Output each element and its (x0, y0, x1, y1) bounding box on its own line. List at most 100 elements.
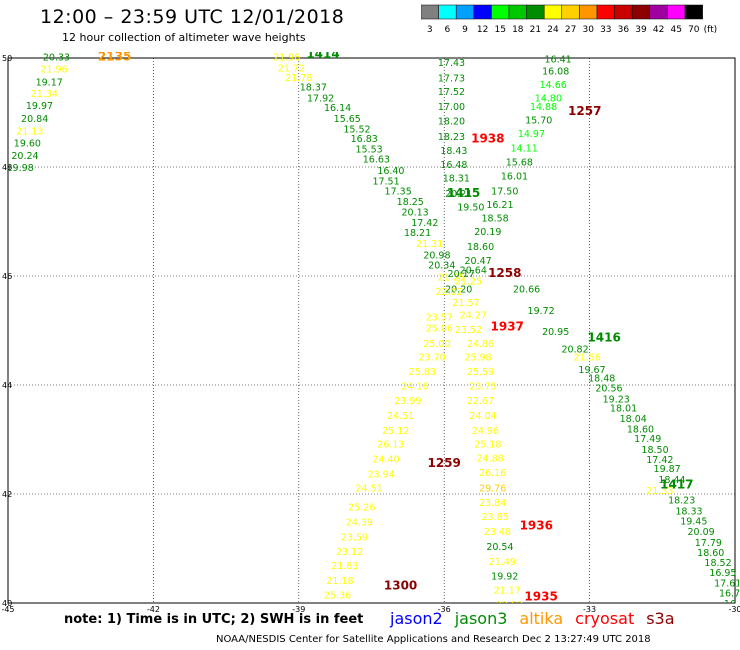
wave-height-label: 22.67 (467, 396, 494, 407)
wave-height-label: 22.02 (435, 287, 462, 298)
wave-height-label: 18.20 (438, 116, 465, 127)
wave-height-label: 18.52 (704, 558, 731, 569)
wave-height-label: 25.06 (426, 324, 453, 335)
wave-height-label: 17.73 (438, 73, 465, 84)
map-title: 12:00 – 23:59 UTC 12/01/2018 (40, 6, 345, 28)
colorbar-label: 36 (618, 25, 630, 34)
wave-height-label: 16.48 (440, 160, 467, 171)
y-tick-label: 44 (2, 381, 12, 390)
wave-height-label: 29.76 (479, 483, 506, 494)
wave-height-label: 16.01 (501, 172, 528, 183)
wave-height-label: 23.84 (479, 498, 506, 509)
wave-height-label: 21.33 (646, 486, 673, 497)
wave-height-label: 20.95 (542, 327, 569, 338)
wave-height-label: 20.33 (43, 53, 70, 64)
wave-height-label: 15.52 (343, 125, 370, 136)
x-tick-label: -45 (1, 605, 14, 614)
wave-height-label: 24.27 (460, 311, 487, 322)
pass-time-label: 1935 (524, 589, 557, 603)
wave-height-label: 17.49 (634, 434, 661, 445)
x-tick-label: -39 (292, 605, 305, 614)
wave-height-label: 24.51 (387, 411, 414, 422)
wave-height-label: 20.47 (465, 256, 492, 267)
wave-height-label: 16.21 (486, 200, 513, 211)
wave-height-label: 19.50 (457, 203, 484, 214)
map-subtitle: 12 hour collection of altimeter wave hei… (62, 31, 306, 44)
wave-height-label: 16.40 (377, 166, 404, 177)
wave-height-label: 18.31 (443, 174, 470, 185)
colorbar-label: 18 (512, 25, 524, 34)
wave-height-label: 16.63 (363, 155, 390, 166)
wave-height-label: 20.64 (460, 265, 487, 276)
wave-height-label: 16.70 (719, 588, 740, 599)
wave-height-label: 26.13 (377, 440, 404, 451)
wave-height-label: 21.25 (438, 272, 465, 283)
wave-height-label: 18.60 (627, 424, 654, 435)
pass-time-label: 1259 (427, 456, 460, 470)
wave-height-label: 23.59 (341, 532, 368, 543)
wave-height-label: 24.40 (372, 454, 399, 465)
credit-line: NOAA/NESDIS Center for Satellite Applica… (216, 634, 651, 645)
wave-height-label: 25.36 (324, 591, 351, 602)
pass-time-label: 1257 (568, 104, 601, 118)
wave-height-label: 17.35 (385, 186, 412, 197)
wave-height-label: 17.43 (438, 58, 465, 69)
color-legend: 3 6 9 12 15 18 21 24 27 30 33 36 39 42 45 70 (ft) (421, 4, 717, 34)
wave-height-label: 21.72 (278, 64, 305, 75)
pass-time-label: 1938 (471, 131, 504, 145)
wave-height-label: 23.48 (484, 527, 511, 538)
x-tick-label: -30 (728, 605, 740, 614)
colorbar-label: 27 (565, 25, 576, 34)
satellite-legend-item: altika (519, 609, 564, 628)
wave-height-label: 17.61 (714, 579, 740, 590)
y-tick-label: 50 (2, 54, 12, 63)
y-tick-label: 46 (2, 272, 12, 281)
wave-height-label: 20.56 (595, 384, 622, 395)
wave-height-label: 20.24 (11, 151, 38, 162)
wave-height-label: 21.31 (416, 239, 443, 250)
pass-time-label: 1417 (660, 478, 693, 492)
wave-height-label: 15.65 (334, 114, 361, 125)
wave-height-label: 17.50 (491, 186, 518, 197)
y-tick-label: 42 (2, 490, 12, 499)
wave-height-label: 24.16 (402, 381, 429, 392)
wave-height-label: 23.85 (481, 512, 508, 523)
wave-height-label: 19.92 (491, 572, 518, 583)
satellite-legend: jason2 jason3 altika cryosat s3a (390, 609, 687, 628)
wave-height-label: 14.80 (535, 94, 562, 105)
wave-height-label: 17.42 (411, 218, 438, 229)
wave-height-label: 21.49 (489, 557, 516, 568)
wave-height-label: 17.42 (646, 455, 673, 466)
wave-height-label: 16.08 (542, 66, 569, 77)
wave-height-label: 16.83 (351, 134, 378, 145)
wave-height-label: 16.41 (544, 54, 571, 65)
colorbar-label: 12 (477, 25, 488, 34)
pass-time-label: 1414 (306, 47, 339, 61)
wave-height-label: 19.98 (7, 163, 34, 174)
pass-time-label: 2135 (98, 50, 131, 64)
wave-height-label: 25.18 (474, 440, 501, 451)
wave-height-label: 20.82 (561, 344, 588, 355)
wave-height-label: 18.43 (440, 146, 467, 157)
wave-height-label: 16.95 (709, 568, 736, 579)
x-tick-label: -33 (583, 605, 596, 614)
wave-height-label: 20.20 (445, 284, 472, 295)
wave-height-label: 18.50 (641, 445, 668, 456)
x-tick-label: -36 (438, 605, 451, 614)
colorbar-label: 33 (600, 25, 611, 34)
satellite-legend-item: s3a (646, 609, 675, 628)
colorbar-label: 9 (462, 25, 468, 34)
wave-height-label: 24.88 (477, 453, 504, 464)
wave-height-label: 21.34 (31, 89, 58, 100)
map-frame (7, 57, 736, 604)
wave-height-label: 19.67 (578, 365, 605, 376)
wave-height-label: 21.83 (331, 561, 358, 572)
wave-height-label: 23.75 (469, 381, 496, 392)
wave-height-label: 20.13 (402, 208, 429, 219)
wave-height-label: 14.97 (518, 129, 545, 140)
wave-height-label: 21.96 (273, 53, 300, 64)
wave-height-label: 24.51 (355, 483, 382, 494)
wave-height-label: 19.72 (528, 306, 555, 317)
wave-height-label: 24.04 (469, 411, 496, 422)
